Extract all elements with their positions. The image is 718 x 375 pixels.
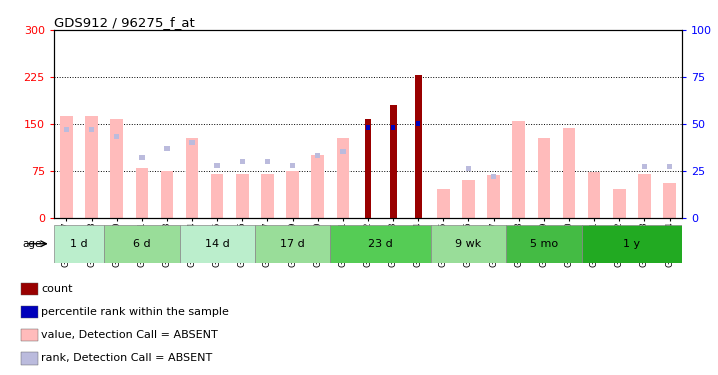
Text: 23 d: 23 d	[368, 239, 393, 249]
Bar	[114, 134, 119, 140]
Bar	[330, 225, 431, 262]
Bar	[491, 174, 496, 179]
Bar	[104, 225, 180, 262]
Text: 1 d: 1 d	[70, 239, 88, 249]
Bar	[54, 225, 104, 262]
Bar	[211, 174, 223, 217]
Bar	[22, 306, 39, 318]
Bar	[190, 140, 195, 145]
Bar	[563, 128, 575, 217]
Bar	[286, 171, 299, 217]
Bar	[337, 138, 349, 218]
Bar	[391, 125, 396, 130]
Bar	[60, 116, 73, 218]
Bar	[22, 283, 39, 295]
Bar	[164, 146, 169, 151]
Text: 14 d: 14 d	[205, 239, 230, 249]
Text: 1 y: 1 y	[623, 239, 640, 249]
Bar	[111, 119, 123, 218]
Bar	[538, 138, 550, 218]
Bar	[416, 121, 421, 126]
Bar	[315, 153, 320, 158]
Text: value, Detection Call = ABSENT: value, Detection Call = ABSENT	[42, 330, 218, 340]
Bar	[240, 159, 245, 164]
Bar	[265, 159, 270, 164]
Bar	[431, 225, 506, 262]
Bar	[89, 127, 94, 132]
Bar	[365, 119, 371, 218]
Bar	[255, 225, 330, 262]
Text: rank, Detection Call = ABSENT: rank, Detection Call = ABSENT	[42, 353, 213, 363]
Text: 6 d: 6 d	[133, 239, 151, 249]
Bar	[506, 225, 582, 262]
Bar	[186, 138, 198, 218]
Bar	[466, 166, 471, 171]
Bar	[437, 189, 449, 217]
Bar	[462, 180, 475, 218]
Text: age: age	[22, 239, 42, 249]
Bar	[663, 183, 676, 218]
Text: 5 mo: 5 mo	[530, 239, 558, 249]
Bar	[638, 174, 651, 217]
Text: GDS912 / 96275_f_at: GDS912 / 96275_f_at	[54, 16, 195, 29]
Bar	[290, 162, 295, 168]
Bar	[22, 352, 39, 364]
Bar	[161, 171, 173, 217]
Bar	[236, 174, 248, 217]
Bar	[261, 174, 274, 217]
Text: 17 d: 17 d	[280, 239, 305, 249]
Bar	[180, 225, 255, 262]
Bar	[613, 189, 625, 217]
Bar	[22, 329, 39, 341]
Bar	[488, 175, 500, 217]
Bar	[415, 75, 421, 217]
Bar	[582, 225, 682, 262]
Text: percentile rank within the sample: percentile rank within the sample	[42, 307, 229, 317]
Bar	[136, 168, 148, 217]
Bar	[390, 105, 396, 218]
Bar	[340, 149, 345, 154]
Bar	[139, 155, 144, 160]
Bar	[312, 155, 324, 218]
Text: count: count	[42, 284, 73, 294]
Bar	[365, 125, 370, 130]
Bar	[64, 127, 69, 132]
Bar	[215, 162, 220, 168]
Bar	[667, 164, 672, 170]
Text: 9 wk: 9 wk	[455, 239, 482, 249]
Bar	[513, 121, 525, 218]
Bar	[588, 172, 600, 217]
Bar	[85, 116, 98, 218]
Bar	[642, 164, 647, 170]
